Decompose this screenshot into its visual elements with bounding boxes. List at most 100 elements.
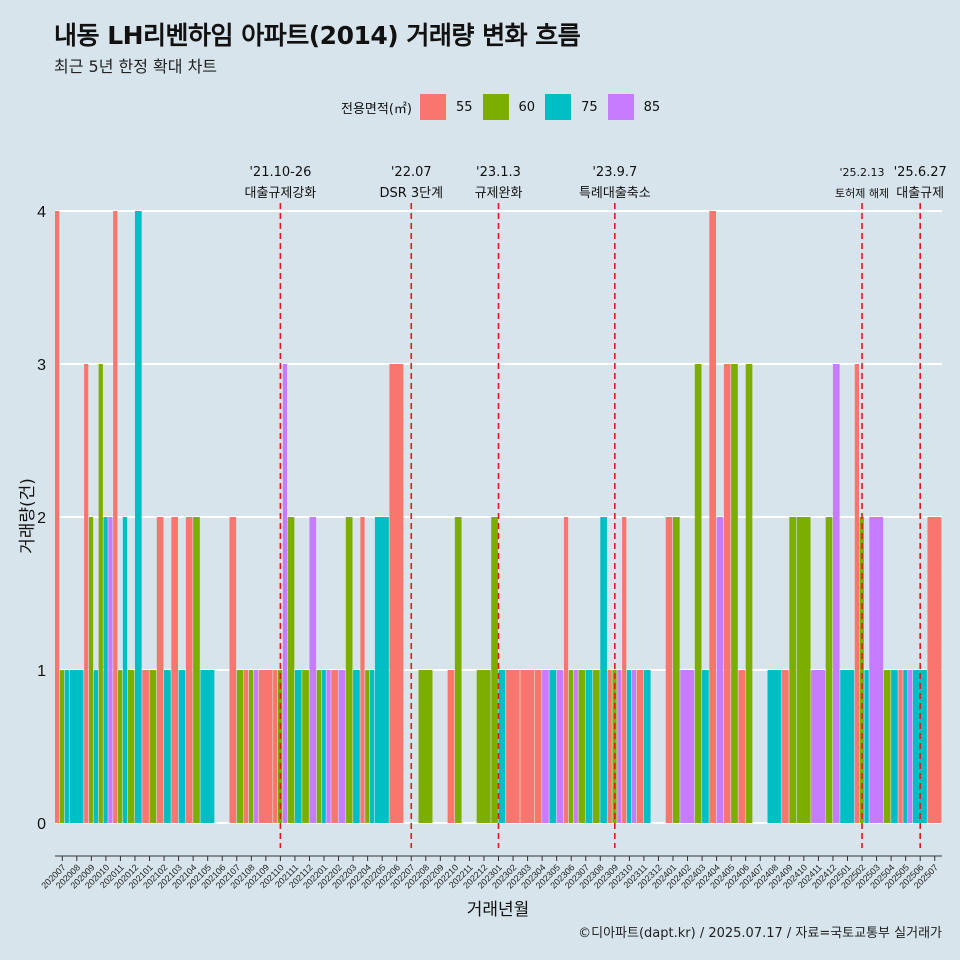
event-label: 토허제 해제 xyxy=(835,186,889,200)
bar-55-202202 xyxy=(331,670,338,823)
bar-75-202203 xyxy=(353,670,360,823)
bar-55-202204 xyxy=(360,517,365,823)
event-date: '25.6.27 xyxy=(894,165,947,180)
bar-75-202105 xyxy=(200,670,215,823)
bar-60-202108 xyxy=(248,670,254,823)
bar-75-202201 xyxy=(321,670,326,823)
bar-60-202104 xyxy=(193,517,200,823)
bar-55-202309 xyxy=(607,670,612,823)
legend-swatch-55 xyxy=(419,94,446,120)
bar-85-202505 xyxy=(908,670,913,823)
bar-55-202505 xyxy=(898,670,903,823)
bar-85-202108 xyxy=(253,670,258,823)
bar-60-202009 xyxy=(88,517,94,823)
event-label: 대출규제강화 xyxy=(245,186,317,201)
event-date: '25.2.13 xyxy=(840,166,885,179)
legend-label-85: 85 xyxy=(643,99,661,115)
bar-60-202306 xyxy=(568,670,574,823)
bar-75-202103 xyxy=(178,670,186,823)
bar-60-202405 xyxy=(731,364,738,823)
bar-55-202502 xyxy=(854,364,860,823)
bar-75-202308 xyxy=(600,517,607,823)
bar-55-202107 xyxy=(229,517,237,823)
legend-label-60: 60 xyxy=(518,99,536,115)
bar-75-202505 xyxy=(903,670,908,823)
bar-75-202205 xyxy=(374,517,389,823)
bar-75-202408 xyxy=(767,670,782,823)
chart-subtitle: 최근 5년 한정 확대 차트 xyxy=(54,57,218,76)
source-credit: ©디아파트(dapt.kr) / 2025.07.17 / 자료=국토교통부 실… xyxy=(578,926,942,941)
bar-60-202011 xyxy=(118,670,123,823)
bar-60-202307 xyxy=(578,670,586,823)
bar-85-202201 xyxy=(326,670,331,823)
legend-item-60: 60 xyxy=(482,94,536,120)
event-date: '21.10-26 xyxy=(249,165,311,180)
bar-60-202101 xyxy=(149,670,157,823)
legend-title: 전용면적(㎡) xyxy=(341,101,412,117)
y-axis-title: 거래량(건) xyxy=(18,478,38,554)
bar-55-202302 xyxy=(505,670,520,823)
y-tick-label: 2 xyxy=(37,510,46,527)
bar-55-202109 xyxy=(258,670,273,823)
bar-55-202507 xyxy=(927,517,942,823)
bar-55-202108 xyxy=(244,670,249,823)
bar-75-202007 xyxy=(64,670,69,823)
bar-60-202403 xyxy=(694,364,702,823)
bar-75-202307 xyxy=(585,670,593,823)
bar-60-202406 xyxy=(745,364,753,823)
bar-75-202012 xyxy=(134,211,142,823)
bar-60-202201 xyxy=(316,670,321,823)
bar-55-202011 xyxy=(113,211,118,823)
bar-60-202502 xyxy=(859,517,864,823)
legend-swatch-75 xyxy=(545,94,572,120)
legend-swatch-85 xyxy=(607,94,634,120)
bar-85-202412 xyxy=(832,364,840,823)
bar-75-202311 xyxy=(643,670,651,823)
y-tick-label: 1 xyxy=(37,663,46,680)
bar-60-202401 xyxy=(672,517,680,823)
event-label: DSR 3단계 xyxy=(379,186,443,201)
bar-85-202310 xyxy=(631,670,637,823)
x-axis-title: 거래년월 xyxy=(467,900,530,920)
event-label: 대출규제 xyxy=(896,186,944,201)
event-label: 특례대출축소 xyxy=(579,186,651,201)
bar-60-202308 xyxy=(593,670,600,823)
bar-55-202210 xyxy=(447,670,455,823)
bar-60-202012 xyxy=(127,670,135,823)
y-tick-label: 4 xyxy=(37,204,46,221)
bar-75-202301 xyxy=(498,670,506,823)
bar-85-202411 xyxy=(811,670,826,823)
bar-75-202305 xyxy=(549,670,557,823)
legend-item-85: 85 xyxy=(607,94,661,120)
bar-75-202501 xyxy=(840,670,855,823)
bar-60-202410 xyxy=(796,517,811,823)
bar-60-202412 xyxy=(825,517,833,823)
bar-55-202009 xyxy=(84,364,89,823)
bar-55-202102 xyxy=(156,517,164,823)
bar-60-202301 xyxy=(491,517,498,823)
bar-55-202401 xyxy=(665,517,673,823)
bar-60-202204 xyxy=(365,670,370,823)
bar-85-202503 xyxy=(869,517,884,823)
bar-75-202502 xyxy=(864,670,869,823)
bar-75-202010 xyxy=(103,517,108,823)
bar-85-202402 xyxy=(680,670,695,823)
bar-55-202103 xyxy=(171,517,178,823)
legend-item-55: 55 xyxy=(419,94,473,120)
bar-75-202204 xyxy=(370,670,375,823)
bar-55-202104 xyxy=(185,517,193,823)
bar-60-202112 xyxy=(302,670,309,823)
bar-75-202102 xyxy=(164,670,171,823)
bar-60-202210 xyxy=(454,517,462,823)
bar-75-202504 xyxy=(891,670,898,823)
bar-60-202409 xyxy=(789,517,796,823)
legend-swatch-60 xyxy=(482,94,509,120)
bar-85-202010 xyxy=(108,517,113,823)
event-date: '23.1.3 xyxy=(476,165,521,180)
bar-55-202310 xyxy=(622,517,627,823)
bar-55-202406 xyxy=(738,670,746,823)
bar-55-202007 xyxy=(55,211,60,823)
bar-85-202110 xyxy=(282,364,288,823)
bar-75-202009 xyxy=(93,670,99,823)
